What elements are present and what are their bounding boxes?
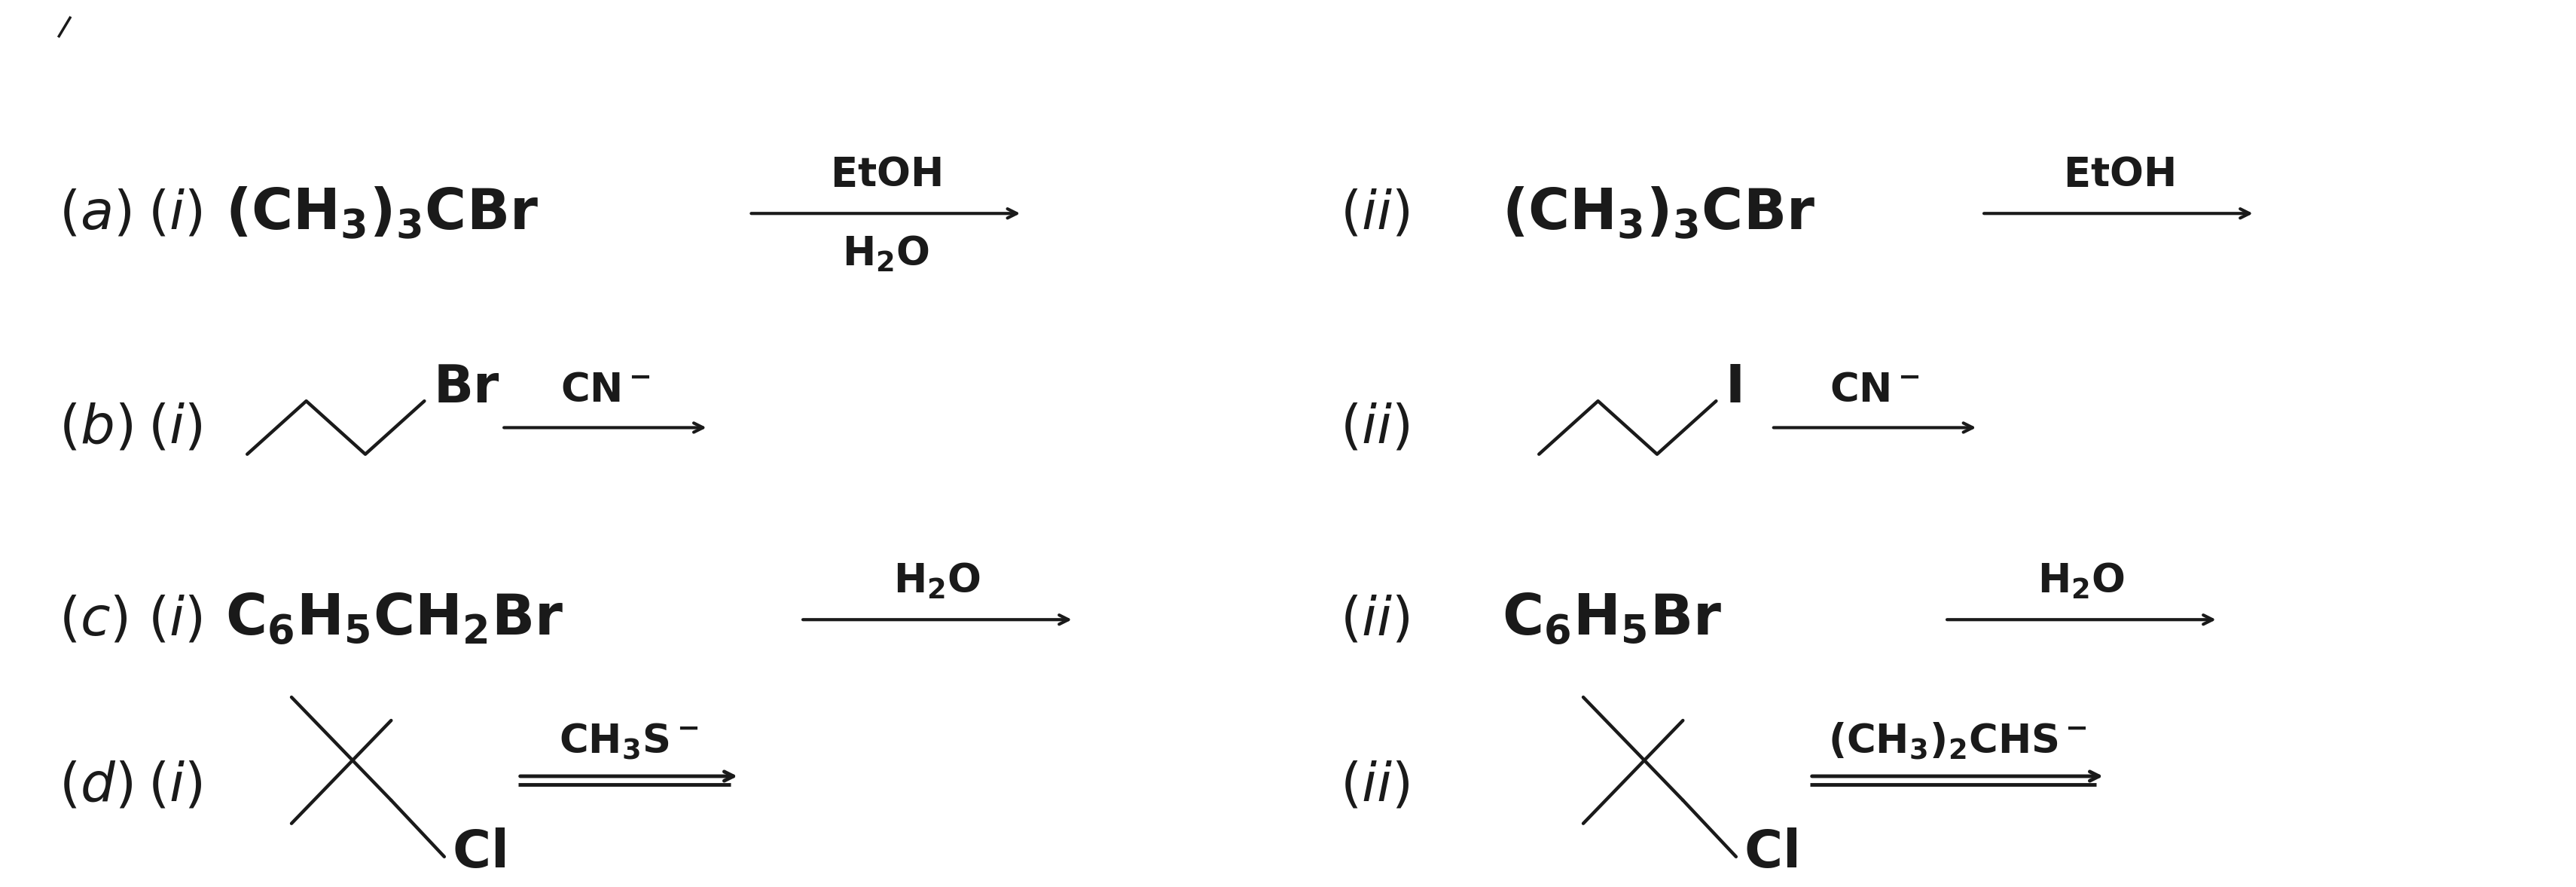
Text: $(\mathit{ii})$: $(\mathit{ii})$ <box>1340 187 1409 240</box>
Text: $(a)$: $(a)$ <box>59 187 131 240</box>
Text: $(i)$: $(i)$ <box>147 593 201 647</box>
Text: $(c)$: $(c)$ <box>59 593 129 647</box>
Text: $\mathbf{Br}$: $\mathbf{Br}$ <box>433 363 500 413</box>
Text: $\mathbf{(CH_3)_2CHS^-}$: $\mathbf{(CH_3)_2CHS^-}$ <box>1829 721 2087 762</box>
Text: $(\mathit{ii})$: $(\mathit{ii})$ <box>1340 401 1409 454</box>
Text: $(\mathit{ii})$: $(\mathit{ii})$ <box>1340 759 1409 812</box>
Text: $\mathbf{C_6H_5Br}$: $\mathbf{C_6H_5Br}$ <box>1502 592 1723 648</box>
Text: $\mathbf{H_2O}$: $\mathbf{H_2O}$ <box>842 234 930 274</box>
Text: $(i)$: $(i)$ <box>147 759 201 812</box>
Text: $\mathbf{EtOH}$: $\mathbf{EtOH}$ <box>2063 155 2174 194</box>
Text: $\mathbf{H_2O}$: $\mathbf{H_2O}$ <box>894 561 981 601</box>
Text: $(i)$: $(i)$ <box>147 401 201 454</box>
Text: $\mathbf{CH_3S^-}$: $\mathbf{CH_3S^-}$ <box>559 722 698 762</box>
Text: $\mathbf{Cl}$: $\mathbf{Cl}$ <box>1744 828 1798 878</box>
Text: $\mathbf{I}$: $\mathbf{I}$ <box>1726 363 1741 413</box>
Text: $\mathbf{EtOH}$: $\mathbf{EtOH}$ <box>829 155 940 194</box>
Text: $\mathbf{Cl}$: $\mathbf{Cl}$ <box>451 828 505 878</box>
Text: $\mathbf{CN^-}$: $\mathbf{CN^-}$ <box>1829 371 1919 411</box>
Text: $(i)$: $(i)$ <box>147 187 201 240</box>
Text: $\mathbf{CN^-}$: $\mathbf{CN^-}$ <box>559 371 649 411</box>
Text: $(d)$: $(d)$ <box>59 759 134 812</box>
Text: $\mathbf{(CH_3)_3CBr}$: $\mathbf{(CH_3)_3CBr}$ <box>224 185 538 241</box>
Text: $(b)$: $(b)$ <box>59 401 134 454</box>
Text: $\mathbf{H_2O}$: $\mathbf{H_2O}$ <box>2038 561 2125 601</box>
Text: $(\mathit{ii})$: $(\mathit{ii})$ <box>1340 593 1409 647</box>
Text: $\mathbf{(CH_3)_3CBr}$: $\mathbf{(CH_3)_3CBr}$ <box>1502 185 1816 241</box>
Text: $\mathbf{C_6H_5CH_2Br}$: $\mathbf{C_6H_5CH_2Br}$ <box>224 592 564 648</box>
